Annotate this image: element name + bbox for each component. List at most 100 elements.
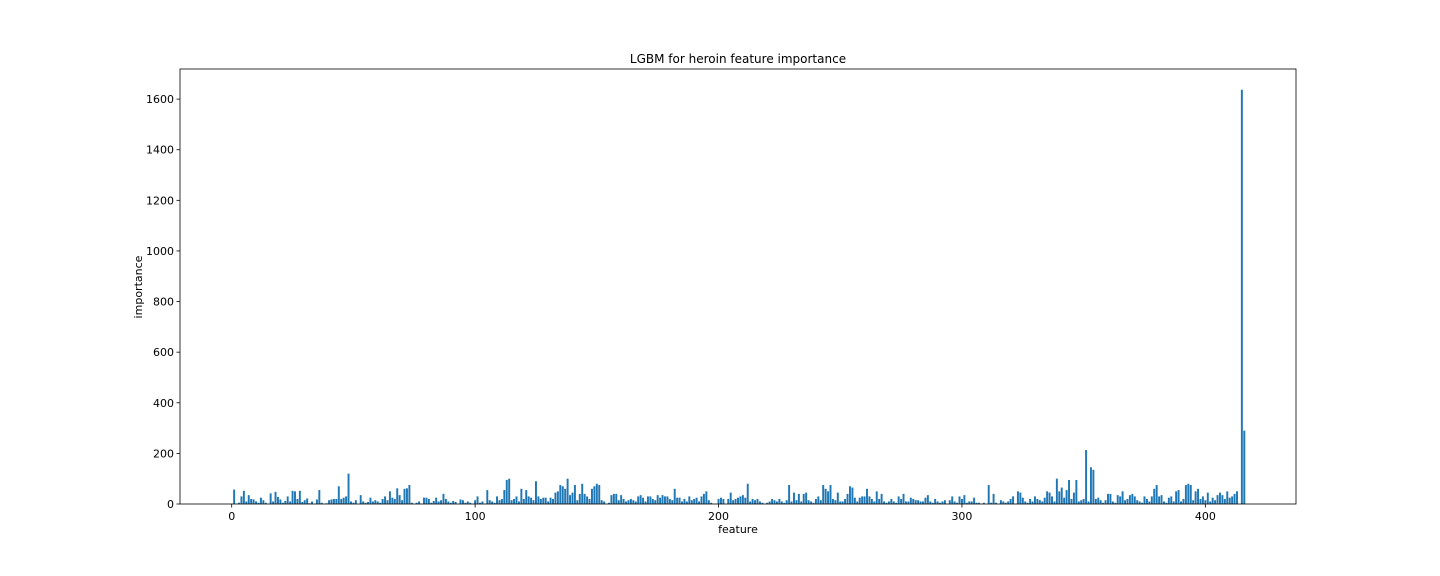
- bar: [1009, 498, 1012, 504]
- bar: [449, 502, 452, 504]
- y-tick-label: 1200: [146, 194, 174, 207]
- bar: [975, 502, 978, 504]
- bar: [276, 496, 279, 504]
- bar: [1138, 501, 1141, 504]
- bar: [734, 498, 737, 504]
- bar: [1209, 501, 1212, 504]
- bar: [301, 501, 304, 504]
- bar: [907, 501, 910, 504]
- bar: [498, 500, 501, 504]
- bar: [629, 498, 632, 504]
- bar: [795, 500, 798, 504]
- bar: [771, 498, 774, 504]
- bar: [590, 488, 593, 504]
- bar: [978, 502, 980, 504]
- bar: [425, 497, 428, 504]
- bar: [569, 495, 572, 504]
- bar: [556, 491, 559, 504]
- bar: [1177, 490, 1180, 504]
- bar: [306, 498, 309, 504]
- bar: [340, 498, 343, 504]
- bar: [1167, 497, 1170, 504]
- y-axis-label: importance: [132, 255, 145, 318]
- bar: [634, 501, 637, 504]
- bar: [542, 497, 545, 504]
- bar: [707, 500, 710, 504]
- bar: [396, 488, 399, 504]
- bar: [995, 502, 997, 504]
- bar: [1068, 479, 1071, 504]
- bar: [281, 502, 284, 504]
- bar: [1148, 501, 1151, 504]
- bar: [1221, 495, 1224, 504]
- bar: [330, 499, 333, 504]
- bar: [257, 502, 260, 504]
- bar: [578, 493, 581, 504]
- bar: [279, 499, 282, 504]
- bar: [1126, 498, 1129, 504]
- bar: [861, 496, 864, 504]
- bar: [1116, 495, 1119, 504]
- bar: [522, 498, 525, 504]
- bar: [897, 496, 900, 504]
- bar: [637, 496, 640, 504]
- bar: [552, 498, 554, 504]
- bar: [354, 500, 357, 504]
- bar: [1097, 497, 1100, 504]
- bar: [1082, 498, 1085, 504]
- bar: [1201, 496, 1204, 504]
- bar: [732, 500, 735, 504]
- bar: [510, 500, 513, 504]
- bar: [1184, 485, 1187, 504]
- bar: [1158, 496, 1161, 504]
- bar: [664, 496, 666, 504]
- bar: [328, 500, 331, 504]
- bar: [642, 497, 645, 504]
- bar: [1046, 491, 1049, 504]
- bar: [719, 497, 722, 504]
- x-tick-label: 100: [465, 510, 486, 523]
- plot-frame: [179, 68, 1297, 505]
- bar: [401, 500, 404, 504]
- bar: [554, 492, 557, 504]
- bar: [824, 488, 827, 504]
- bar: [785, 500, 788, 504]
- bar: [423, 497, 425, 504]
- bar: [469, 502, 472, 504]
- bar: [939, 502, 942, 504]
- bar: [992, 493, 995, 504]
- bar: [620, 495, 623, 504]
- bar: [376, 501, 379, 504]
- bar: [1204, 500, 1207, 504]
- bar: [537, 496, 540, 504]
- bar: [1141, 502, 1144, 504]
- bar: [1199, 498, 1202, 504]
- bar: [934, 498, 937, 504]
- bar: [427, 498, 430, 504]
- bar: [513, 498, 516, 504]
- bar: [754, 500, 757, 504]
- bar: [461, 500, 464, 504]
- bar: [1162, 501, 1165, 504]
- bar: [1070, 498, 1073, 504]
- bar: [1019, 492, 1022, 504]
- bar: [970, 501, 973, 504]
- bar: [627, 500, 630, 504]
- bar: [778, 498, 781, 504]
- bar: [1055, 478, 1058, 504]
- bar: [259, 497, 262, 504]
- bar: [391, 497, 394, 504]
- bar: [887, 501, 890, 504]
- bar: [625, 501, 628, 504]
- bar: [303, 500, 306, 504]
- bar: [902, 493, 905, 504]
- bar: [1226, 491, 1229, 504]
- bar: [1031, 501, 1034, 504]
- bar: [233, 489, 236, 504]
- bar: [571, 492, 574, 504]
- bar: [936, 501, 939, 504]
- bar: [817, 496, 820, 504]
- bar: [525, 490, 528, 504]
- bar: [240, 496, 243, 504]
